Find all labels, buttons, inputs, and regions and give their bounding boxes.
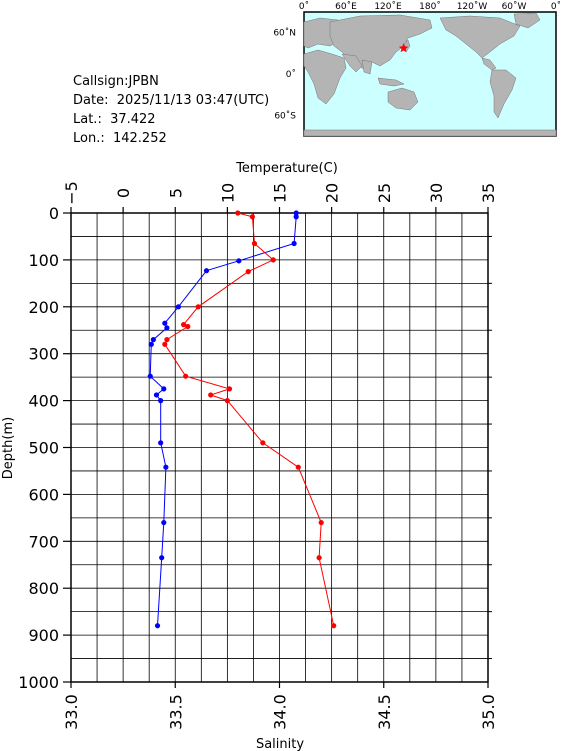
map-lon-label: 0˚ (551, 1, 561, 12)
temperature-data-point (162, 320, 168, 326)
top-tick-label: 0 (114, 188, 133, 198)
salinity-data-point (316, 555, 322, 561)
top-tick-label: 25 (375, 183, 394, 203)
salinity-data-point (195, 304, 201, 310)
y-tick-label: 700 (28, 532, 59, 551)
temperature-data-point (164, 325, 170, 331)
top-tick-label: −5 (62, 181, 81, 205)
salinity-data-point (185, 323, 191, 330)
y-tick-label: 800 (28, 579, 59, 598)
temperature-data-point (163, 464, 169, 470)
bottom-tick-label: 35.0 (479, 694, 498, 730)
salinity-data-point (183, 373, 189, 379)
temperature-data-point (158, 440, 164, 446)
temperature-data-point (150, 337, 156, 343)
latitude-text: Lat.: 37.422 (73, 112, 156, 127)
salinity-profile-line (164, 212, 335, 626)
y-tick-label: 300 (28, 345, 59, 364)
salinity-data-point (180, 322, 187, 328)
bottom-tick-label: 33.0 (62, 694, 81, 730)
date-text: Date: 2025/11/13 03:47(UTC) (73, 93, 270, 108)
y-tick-label: 600 (28, 485, 59, 504)
salinity-data-point (270, 257, 276, 263)
y-axis-label: Depth(m) (1, 417, 16, 479)
temperature-data-point (293, 214, 299, 220)
salinity-data-point (235, 210, 241, 216)
map-lon-label: 120˚W (457, 1, 488, 12)
bottom-tick-label: 33.5 (166, 694, 185, 730)
map-lon-label: 180˚ (419, 1, 441, 12)
top-tick-label: 15 (271, 183, 290, 203)
salinity-data-point (224, 398, 230, 404)
salinity-data-point (245, 269, 251, 275)
bottom-axis-label: Salinity (256, 737, 304, 751)
y-tick-label: 0 (49, 204, 59, 223)
map-lat-label: 60˚S (274, 110, 296, 121)
salinity-data-point (260, 440, 266, 446)
world-map: 0˚ 60˚E 120˚E 180˚ 120˚W 60˚W 0˚ 60˚N 0˚ 60˚S (273, 1, 561, 137)
temperature-data-point (161, 519, 167, 526)
map-lat-label: 0˚ (286, 69, 296, 80)
bottom-tick-label: 34.5 (375, 694, 394, 730)
y-tick-label: 100 (28, 251, 59, 270)
callsign-text: Callsign:JPBN (73, 74, 159, 89)
temperature-data-point (175, 304, 181, 310)
top-tick-label: 10 (218, 183, 237, 203)
map-lon-label: 60˚E (335, 1, 357, 12)
y-tick-label: 900 (28, 626, 59, 645)
top-tick-label: 30 (427, 183, 446, 203)
temperature-data-point (291, 240, 297, 247)
salinity-data-point (208, 392, 214, 398)
y-tick-label: 400 (28, 392, 59, 411)
temperature-data-point (159, 555, 165, 561)
station-info: Callsign:JPBN Date: 2025/11/13 03:47(UTC… (73, 72, 269, 148)
temperature-data-point (236, 258, 242, 264)
map-lon-label: 120˚E (374, 1, 402, 12)
salinity-data-point (249, 214, 255, 220)
bottom-tick-label: 34.0 (271, 694, 290, 730)
top-tick-label: 20 (323, 183, 342, 203)
salinity-data-point (318, 519, 324, 526)
salinity-data-point (331, 623, 337, 629)
y-tick-label: 500 (28, 439, 59, 458)
temperature-data-point (154, 623, 161, 629)
temperature-data-point (148, 341, 154, 347)
temperature-data-point (158, 398, 164, 404)
map-lon-label: 0˚ (299, 1, 309, 12)
top-tick-label: 35 (479, 183, 498, 203)
temperature-profile-line (149, 213, 297, 626)
salinity-data-point (162, 341, 168, 347)
temperature-data-point (147, 373, 153, 379)
y-tick-label: 200 (28, 298, 59, 317)
station-star-icon (398, 43, 409, 53)
map-lon-label: 60˚W (502, 1, 527, 12)
top-tick-label: 5 (166, 188, 185, 198)
salinity-data-point (164, 337, 170, 343)
map-lat-label: 60˚N (273, 28, 296, 39)
top-axis-label: Temperature(C) (235, 161, 338, 176)
map-land (303, 12, 557, 137)
temperature-data-point (293, 210, 299, 216)
salinity-data-point (295, 464, 301, 470)
salinity-data-point (226, 386, 233, 392)
temperature-data-point (153, 392, 160, 398)
longitude-text: Lon.: 142.252 (73, 131, 167, 146)
salinity-data-point (251, 240, 258, 247)
temperature-data-point (203, 268, 210, 274)
y-tick-label: 1000 (18, 673, 59, 692)
temperature-data-point (161, 386, 167, 392)
